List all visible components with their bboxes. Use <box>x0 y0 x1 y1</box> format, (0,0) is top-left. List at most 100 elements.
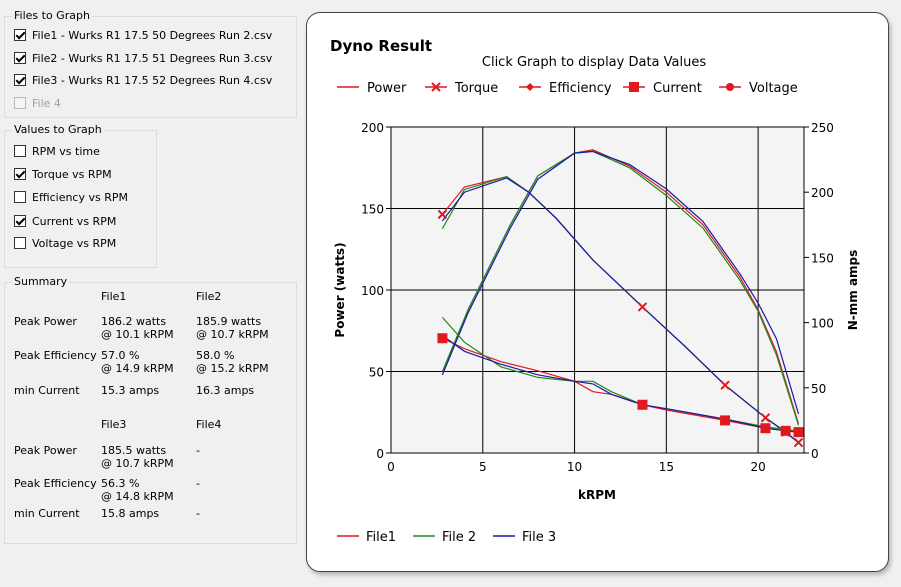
chart-title: Dyno Result <box>330 37 432 55</box>
legend-efficiency-marker <box>526 83 534 91</box>
file4-checkbox <box>14 97 26 109</box>
file1-peak-power-rpm: @ 10.1 kRPM <box>101 328 174 341</box>
file2-peak-power: 185.9 watts <box>196 315 262 328</box>
values-to-graph-title: Values to Graph <box>12 123 104 136</box>
file3-checkbox-label[interactable]: File3 - Wurks R1 17.5 52 Degrees Run 4.c… <box>32 73 273 87</box>
file2-peak-efficiency: 58.0 % <box>196 349 235 362</box>
efficiency-vs-rpm-row[interactable]: Efficiency vs RPM <box>14 189 128 205</box>
file3-peak-efficiency-rpm: @ 14.8 kRPM <box>101 490 174 503</box>
legend-current-label: Current <box>653 81 702 96</box>
file-legend: File1 File 2 File 3 <box>337 530 556 545</box>
dyno-chart[interactable]: Dyno Result Click Graph to display Data … <box>307 13 888 571</box>
y2-tick-label: 200 <box>811 186 834 200</box>
rpm-vs-time-label[interactable]: RPM vs time <box>32 144 100 158</box>
torque-vs-rpm-row[interactable]: Torque vs RPM <box>14 166 112 182</box>
y-axis-label: Power (watts) <box>333 242 347 337</box>
voltage-vs-rpm-label[interactable]: Voltage vs RPM <box>32 236 117 250</box>
peak-power-label: Peak Power <box>14 315 77 328</box>
file1-torque-marker <box>760 413 771 423</box>
peak-efficiency-label: Peak Efficiency <box>14 349 97 362</box>
y2-tick-label: 0 <box>811 447 819 461</box>
file1-current-marker <box>637 399 648 410</box>
file3-checkbox-row[interactable]: File3 - Wurks R1 17.5 52 Degrees Run 4.c… <box>14 72 272 88</box>
voltage-vs-rpm-checkbox[interactable] <box>14 237 26 249</box>
torque-vs-rpm-checkbox[interactable] <box>14 168 26 180</box>
current-vs-rpm-label[interactable]: Current vs RPM <box>32 214 117 228</box>
legend-power-label: Power <box>367 81 407 96</box>
chart-subtitle: Click Graph to display Data Values <box>482 55 706 70</box>
legend-current-marker <box>629 82 639 92</box>
legend-file1: File1 <box>337 530 396 545</box>
y2-tick-label: 50 <box>811 382 826 396</box>
y-tick-label: 100 <box>361 284 384 298</box>
file2-header: File2 <box>196 290 222 303</box>
current-vs-rpm-checkbox[interactable] <box>14 215 26 227</box>
file1-peak-efficiency-rpm: @ 14.9 kRPM <box>101 362 174 375</box>
legend-voltage-label: Voltage <box>749 81 798 96</box>
voltage-vs-rpm-row[interactable]: Voltage vs RPM <box>14 235 116 251</box>
file2-checkbox-label[interactable]: File2 - Wurks R1 17.5 51 Degrees Run 3.c… <box>32 51 273 65</box>
legend-file1-label: File1 <box>366 530 396 545</box>
efficiency-vs-rpm-checkbox[interactable] <box>14 191 26 203</box>
current-vs-rpm-row[interactable]: Current vs RPM <box>14 213 116 229</box>
files-to-graph-group: Files to Graph File1 - Wurks R1 17.5 50 … <box>4 9 297 118</box>
file1-min-current: 15.3 amps <box>101 384 160 397</box>
rpm-vs-time-row[interactable]: RPM vs time <box>14 143 100 159</box>
series-markers <box>437 209 804 448</box>
legend-current: Current <box>623 81 702 96</box>
min-current-label: min Current <box>14 384 80 397</box>
y-tick-label: 200 <box>361 121 384 135</box>
values-to-graph-group: Values to Graph RPM vs time Torque vs RP… <box>4 123 157 268</box>
legend-efficiency-label: Efficiency <box>549 81 612 96</box>
file4-checkbox-label: File 4 <box>32 96 61 110</box>
y-tick-label: 50 <box>369 366 384 380</box>
file1-checkbox-row[interactable]: File1 - Wurks R1 17.5 50 Degrees Run 2.c… <box>14 27 272 43</box>
file4-peak-power: - <box>196 444 200 457</box>
file1-current-marker <box>760 423 771 434</box>
summary-title: Summary <box>12 275 70 288</box>
file1-checkbox[interactable] <box>14 29 26 41</box>
y2-tick-label: 250 <box>811 121 834 135</box>
x-axis-label: kRPM <box>578 488 616 502</box>
file3-peak-power: 185.5 watts <box>101 444 167 457</box>
file2-checkbox-row[interactable]: File2 - Wurks R1 17.5 51 Degrees Run 3.c… <box>14 50 272 66</box>
y-tick-label: 0 <box>376 447 384 461</box>
file1-current-marker <box>793 427 804 438</box>
file1-current-marker <box>720 415 731 426</box>
efficiency-vs-rpm-label[interactable]: Efficiency vs RPM <box>32 190 128 204</box>
x-tick-label: 15 <box>659 460 674 474</box>
file4-peak-efficiency: - <box>196 477 200 490</box>
legend-torque: Torque <box>425 81 498 96</box>
rpm-vs-time-checkbox[interactable] <box>14 145 26 157</box>
file2-checkbox[interactable] <box>14 52 26 64</box>
legend-file3-label: File 3 <box>522 530 556 545</box>
file3-checkbox[interactable] <box>14 74 26 86</box>
file2-power-line[interactable] <box>441 150 800 426</box>
dyno-result-panel: Dyno Result Click Graph to display Data … <box>306 12 889 572</box>
torque-vs-rpm-label[interactable]: Torque vs RPM <box>32 167 112 181</box>
x-tick-label: 20 <box>750 460 765 474</box>
summary-group: Summary File1 File2 Peak Power 186.2 wat… <box>4 275 297 544</box>
legend-torque-label: Torque <box>454 81 498 96</box>
file2-peak-efficiency-rpm: @ 15.2 kRPM <box>196 362 269 375</box>
x-tick-label: 10 <box>567 460 582 474</box>
file3-header: File3 <box>101 418 127 431</box>
files-to-graph-title: Files to Graph <box>12 9 92 22</box>
file1-peak-efficiency: 57.0 % <box>101 349 140 362</box>
y-tick-label: 150 <box>361 203 384 217</box>
file2-min-current: 16.3 amps <box>196 384 255 397</box>
file1-torque-marker <box>720 380 730 390</box>
file1-torque-marker <box>793 437 804 448</box>
y2-axis-label: N-mm amps <box>846 250 860 331</box>
file2-peak-power-rpm: @ 10.7 kRPM <box>196 328 269 341</box>
file1-checkbox-label[interactable]: File1 - Wurks R1 17.5 50 Degrees Run 2.c… <box>32 28 273 42</box>
file3-peak-efficiency: 56.3 % <box>101 477 140 490</box>
min-current-label-2: min Current <box>14 507 80 520</box>
legend-voltage-marker <box>726 83 734 91</box>
legend-voltage: Voltage <box>719 81 798 96</box>
legend-efficiency: Efficiency <box>519 81 612 96</box>
file3-power-line[interactable] <box>441 150 800 415</box>
file3-min-current: 15.8 amps <box>101 507 160 520</box>
file4-min-current: - <box>196 507 200 520</box>
